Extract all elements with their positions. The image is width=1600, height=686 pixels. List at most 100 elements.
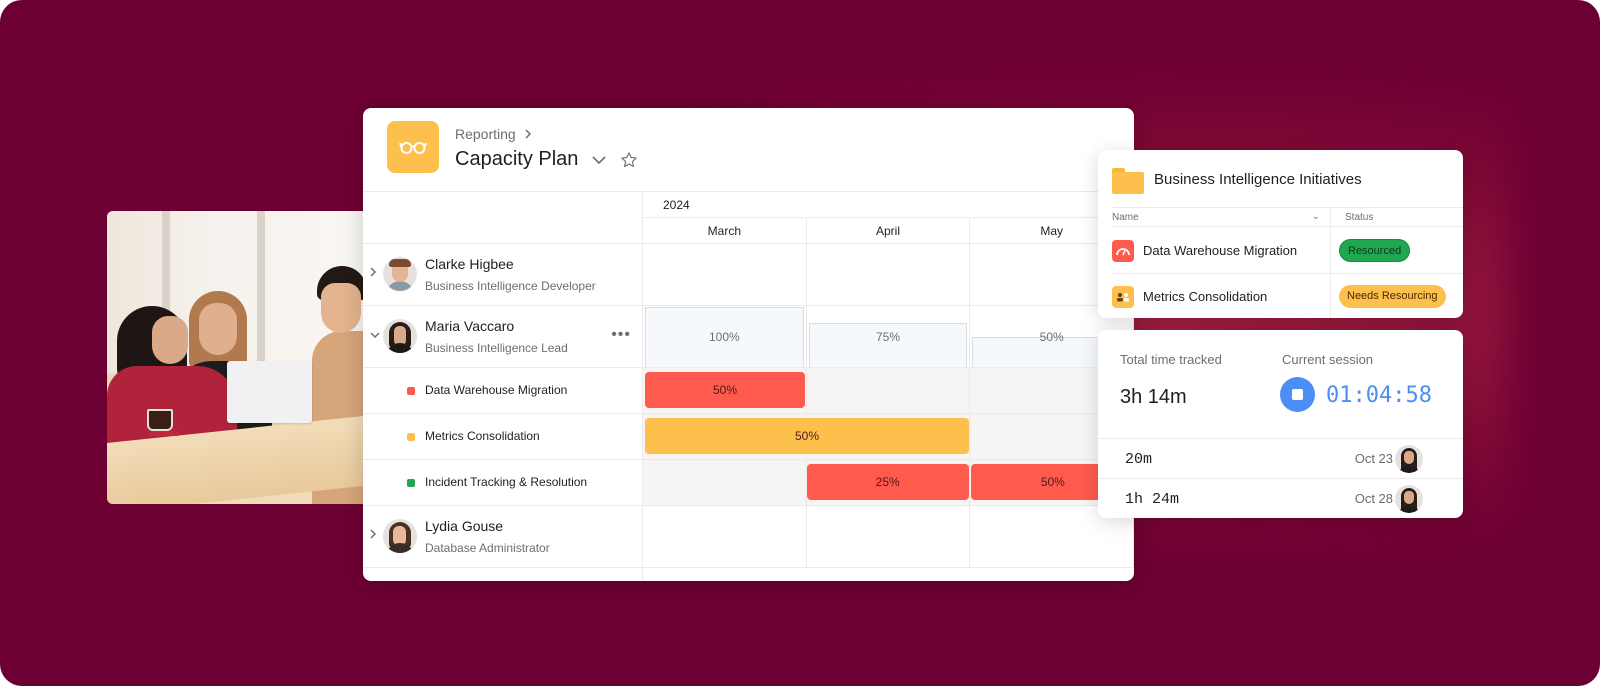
timeline-cell (643, 506, 807, 567)
allocation-bar[interactable]: 25% (806, 464, 969, 500)
project-name[interactable]: Metrics Consolidation (1143, 289, 1268, 304)
timeline: 2024 March April May 100% 75% (643, 191, 1134, 581)
more-icon[interactable]: ••• (611, 326, 631, 343)
person-role: Business Intelligence Lead (425, 341, 568, 355)
people-icon (1112, 286, 1134, 308)
timeline-cell (807, 506, 971, 567)
person-row[interactable]: Maria Vaccaro Business Intelligence Lead… (363, 306, 643, 368)
people-column: Clarke Higbee Business Intelligence Deve… (363, 191, 643, 581)
time-tracking-card: Total time tracked 3h 14m Current sessio… (1098, 330, 1463, 518)
task-name: Data Warehouse Migration (425, 383, 568, 397)
task-color-dot (407, 387, 415, 395)
person-role: Business Intelligence Developer (425, 279, 596, 293)
stop-icon[interactable] (1280, 377, 1315, 412)
photo-person (321, 283, 361, 333)
avatar (383, 319, 417, 353)
person-name: Clarke Higbee (425, 256, 514, 272)
bi-initiatives-card: Business Intelligence Initiatives Name ⌄… (1098, 150, 1463, 318)
timeline-year: 2024 (643, 191, 1134, 218)
dashboard-icon (1112, 240, 1134, 262)
current-session-timer: 01:04:58 (1326, 383, 1432, 408)
status-badge[interactable]: Resourced (1339, 239, 1411, 262)
time-entry[interactable]: 20m Oct 23 (1098, 438, 1463, 478)
avatar (383, 257, 417, 291)
capacity-value: 100% (708, 330, 740, 344)
star-icon[interactable] (620, 151, 638, 169)
table-row[interactable]: Data Warehouse Migration Resourced (1112, 228, 1463, 274)
photo-laptop (227, 361, 312, 423)
photo-coaster (149, 431, 179, 436)
person-name: Lydia Gouse (425, 518, 504, 534)
entry-date: Oct 23 (1354, 451, 1393, 466)
folder-icon (1112, 168, 1144, 194)
timeline-row: 50% (643, 414, 1134, 460)
chevron-right-icon (525, 129, 531, 139)
total-time-label: Total time tracked (1120, 352, 1222, 367)
chevron-down-icon[interactable] (592, 155, 606, 165)
avatar (1395, 445, 1423, 473)
allocation-bar[interactable]: 50% (645, 372, 805, 408)
capacity-plan-card: Reporting Capacity Plan (363, 108, 1134, 581)
allocation-bar[interactable]: 50% (645, 418, 969, 454)
timeline-row (643, 244, 1134, 306)
timeline-cell (807, 244, 971, 305)
task-color-dot (407, 479, 415, 487)
capacity-bar[interactable] (808, 323, 968, 367)
photo-mug (147, 409, 173, 431)
chevron-down-icon[interactable]: ⌄ (1312, 211, 1320, 221)
capacity-value: 75% (875, 330, 901, 344)
timeline-cell: 50% (643, 414, 969, 459)
task-row[interactable]: Incident Tracking & Resolution (363, 460, 643, 506)
table-row[interactable]: Metrics Consolidation Needs Resourcing (1112, 274, 1463, 318)
avatar (1395, 485, 1423, 513)
title-row: Capacity Plan (455, 148, 638, 171)
chevron-right-icon[interactable] (369, 528, 381, 542)
timeline-cell (643, 244, 807, 305)
breadcrumb-reporting[interactable]: Reporting (455, 126, 516, 142)
photo-pillar (257, 211, 265, 371)
timeline-cell: 75% (807, 306, 971, 367)
timeline-cell (807, 368, 971, 413)
photo-person (152, 316, 188, 364)
task-name: Metrics Consolidation (425, 429, 540, 443)
chevron-down-icon[interactable] (369, 328, 381, 342)
entry-duration: 1h 24m (1125, 491, 1180, 508)
capacity-bar[interactable] (645, 307, 804, 367)
portfolio-title: Business Intelligence Initiatives (1154, 171, 1362, 188)
timeline-cell (807, 414, 971, 459)
timeline-cell (970, 506, 1134, 567)
status-badge[interactable]: Needs Resourcing (1339, 285, 1446, 308)
person-row[interactable]: Clarke Higbee Business Intelligence Deve… (363, 244, 643, 306)
column-header-status[interactable]: Status (1345, 212, 1374, 223)
photo-person (199, 303, 237, 355)
entry-duration: 20m (1125, 451, 1153, 468)
month-label: March (643, 218, 807, 243)
chevron-right-icon[interactable] (369, 266, 381, 280)
person-row[interactable]: Lydia Gouse Database Administrator (363, 506, 643, 568)
column-header-name[interactable]: Name (1112, 212, 1139, 223)
capacity-value: 50% (1039, 330, 1064, 344)
task-row[interactable]: Metrics Consolidation (363, 414, 643, 460)
avatar (383, 519, 417, 553)
timeline-cell: 100% (643, 306, 807, 367)
glasses-icon (387, 121, 439, 173)
task-row[interactable]: Data Warehouse Migration (363, 368, 643, 414)
entry-date: Oct 28 (1354, 491, 1393, 506)
capacity-row: 100% 75% 50% (643, 306, 1134, 368)
project-name[interactable]: Data Warehouse Migration (1143, 243, 1298, 258)
page-title: Capacity Plan (455, 148, 579, 170)
table-header: Name ⌄ Status (1112, 207, 1463, 227)
time-entry[interactable]: 1h 24m Oct 28 (1098, 478, 1463, 518)
timeline-row (643, 506, 1134, 568)
task-name: Incident Tracking & Resolution (425, 475, 588, 489)
people-header (363, 191, 643, 244)
month-label: April (807, 218, 971, 243)
photo-pillar (162, 211, 170, 371)
task-color-dot (407, 433, 415, 441)
current-session-label: Current session (1282, 352, 1374, 367)
column-divider (1330, 207, 1331, 318)
month-header: March April May (643, 218, 1134, 244)
project-header: Reporting Capacity Plan (363, 108, 1134, 191)
breadcrumb[interactable]: Reporting (455, 126, 532, 142)
